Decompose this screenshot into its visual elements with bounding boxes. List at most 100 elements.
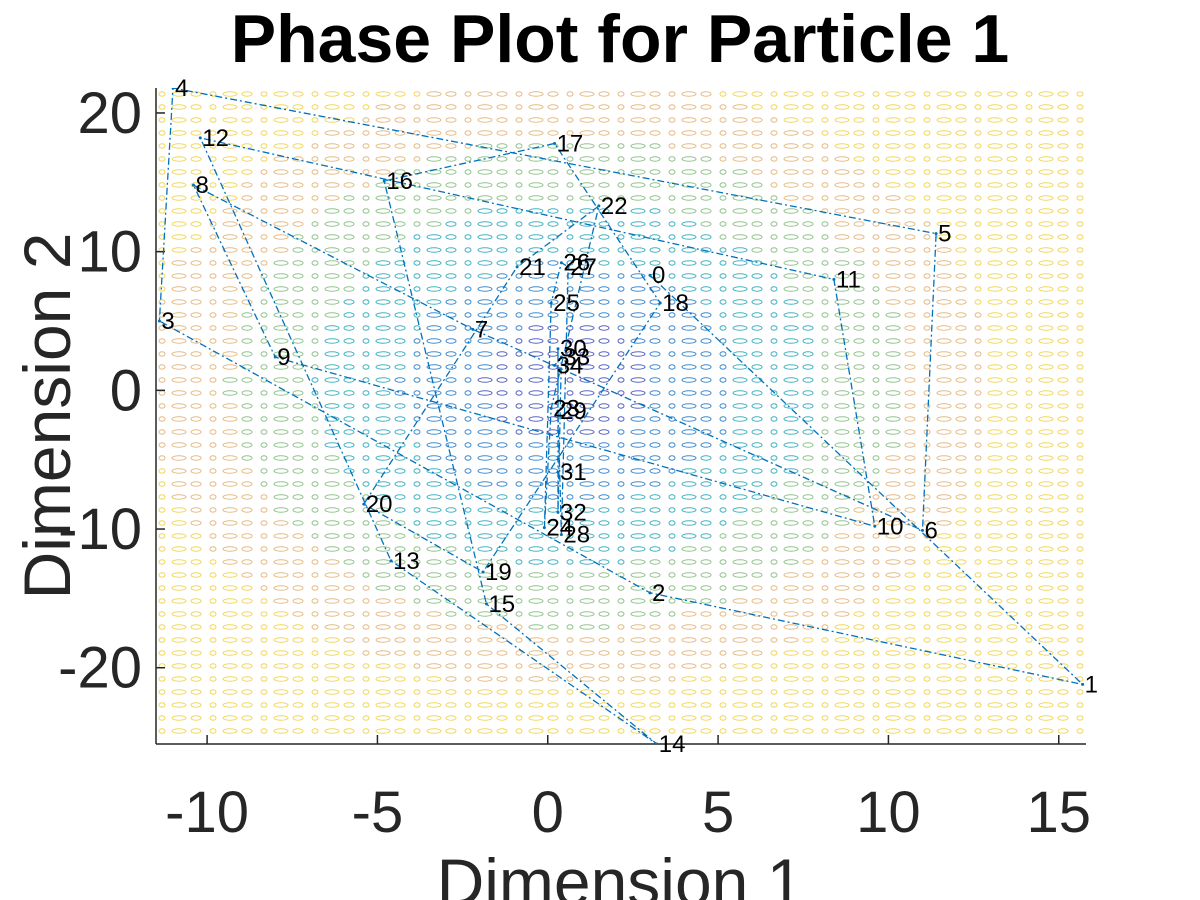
contour-cell xyxy=(515,572,523,578)
contour-cell xyxy=(630,572,646,578)
contour-cell xyxy=(770,364,778,370)
contour-cell xyxy=(547,689,559,695)
contour-cell xyxy=(375,533,391,539)
contour-cell xyxy=(515,182,523,188)
contour-cell xyxy=(464,117,472,123)
contour-cell xyxy=(853,351,865,357)
contour-cell xyxy=(770,559,778,565)
contour-cell xyxy=(528,312,544,318)
contour-cell xyxy=(426,546,442,552)
contour-cell xyxy=(579,559,595,565)
contour-cell xyxy=(783,130,799,136)
contour-cell xyxy=(904,351,916,357)
contour-cell xyxy=(260,533,268,539)
contour-cell xyxy=(222,403,238,409)
contour-cell xyxy=(1038,663,1054,669)
contour-cell xyxy=(598,390,610,396)
contour-cell xyxy=(700,637,712,643)
contour-cell xyxy=(222,650,238,656)
contour-cell xyxy=(260,585,268,591)
contour-cell xyxy=(260,624,268,630)
contour-cell xyxy=(770,91,778,97)
contour-cell xyxy=(821,273,829,279)
contour-cell xyxy=(579,507,595,513)
contour-cell xyxy=(936,468,952,474)
contour-cell xyxy=(579,143,595,149)
contour-cell xyxy=(496,572,508,578)
contour-cell xyxy=(209,598,217,604)
contour-cell xyxy=(464,650,472,656)
contour-cell xyxy=(598,156,610,162)
contour-cell xyxy=(853,91,865,97)
contour-cell xyxy=(292,338,304,344)
contour-cell xyxy=(426,325,442,331)
contour-cell xyxy=(343,559,355,565)
contour-cell xyxy=(668,260,676,266)
contour-cell xyxy=(566,611,574,617)
contour-cell xyxy=(719,234,727,240)
contour-cell xyxy=(566,585,574,591)
contour-cell xyxy=(598,195,610,201)
contour-cell xyxy=(241,143,253,149)
contour-cell xyxy=(974,377,982,383)
contour-cell xyxy=(158,130,166,136)
contour-cell xyxy=(783,676,799,682)
contour-cell xyxy=(547,702,559,708)
contour-cell xyxy=(668,650,676,656)
y-axis-label: Dimension 2 xyxy=(10,233,84,600)
contour-cell xyxy=(598,611,610,617)
contour-cell xyxy=(209,416,217,422)
contour-cell xyxy=(311,351,319,357)
contour-cell xyxy=(783,520,799,526)
contour-cell xyxy=(885,585,901,591)
contour-cell xyxy=(1057,286,1069,292)
contour-cell xyxy=(732,416,748,422)
contour-cell xyxy=(681,130,697,136)
contour-cell xyxy=(222,468,238,474)
contour-cell xyxy=(802,299,814,305)
contour-cell xyxy=(904,455,916,461)
contour-cell xyxy=(292,208,304,214)
contour-cell xyxy=(343,520,355,526)
contour-cell xyxy=(783,169,799,175)
contour-cell xyxy=(426,338,442,344)
contour-cell xyxy=(885,117,901,123)
contour-cell xyxy=(190,351,202,357)
contour-cell xyxy=(700,143,712,149)
contour-cell xyxy=(324,650,340,656)
contour-cell xyxy=(394,676,406,682)
contour-cell xyxy=(445,468,457,474)
contour-cell xyxy=(923,520,931,526)
x-tick-label: 10 xyxy=(856,780,921,845)
contour-cell xyxy=(974,169,982,175)
contour-cell xyxy=(923,715,931,721)
contour-cell xyxy=(872,494,880,500)
contour-cell xyxy=(802,468,814,474)
contour-cell xyxy=(158,689,166,695)
contour-cell xyxy=(1057,520,1069,526)
contour-cell xyxy=(1025,390,1033,396)
contour-cell xyxy=(885,663,901,669)
contour-cell xyxy=(936,273,952,279)
contour-cell xyxy=(821,481,829,487)
contour-cell xyxy=(158,585,166,591)
contour-cell xyxy=(681,364,697,370)
contour-cell xyxy=(1038,260,1054,266)
contour-cell xyxy=(426,364,442,370)
contour-cell xyxy=(1025,247,1033,253)
contour-cell xyxy=(1025,559,1033,565)
contour-cell xyxy=(464,221,472,227)
contour-cell xyxy=(853,377,865,383)
contour-cell xyxy=(770,442,778,448)
contour-cell xyxy=(324,221,340,227)
contour-cell xyxy=(515,663,523,669)
contour-cell xyxy=(802,351,814,357)
contour-cell xyxy=(1025,156,1033,162)
contour-cell xyxy=(732,637,748,643)
contour-cell xyxy=(987,481,1003,487)
contour-cell xyxy=(617,559,625,565)
contour-cell xyxy=(1006,208,1018,214)
contour-cell xyxy=(955,286,967,292)
contour-cell xyxy=(1076,364,1084,370)
contour-cell xyxy=(566,169,574,175)
